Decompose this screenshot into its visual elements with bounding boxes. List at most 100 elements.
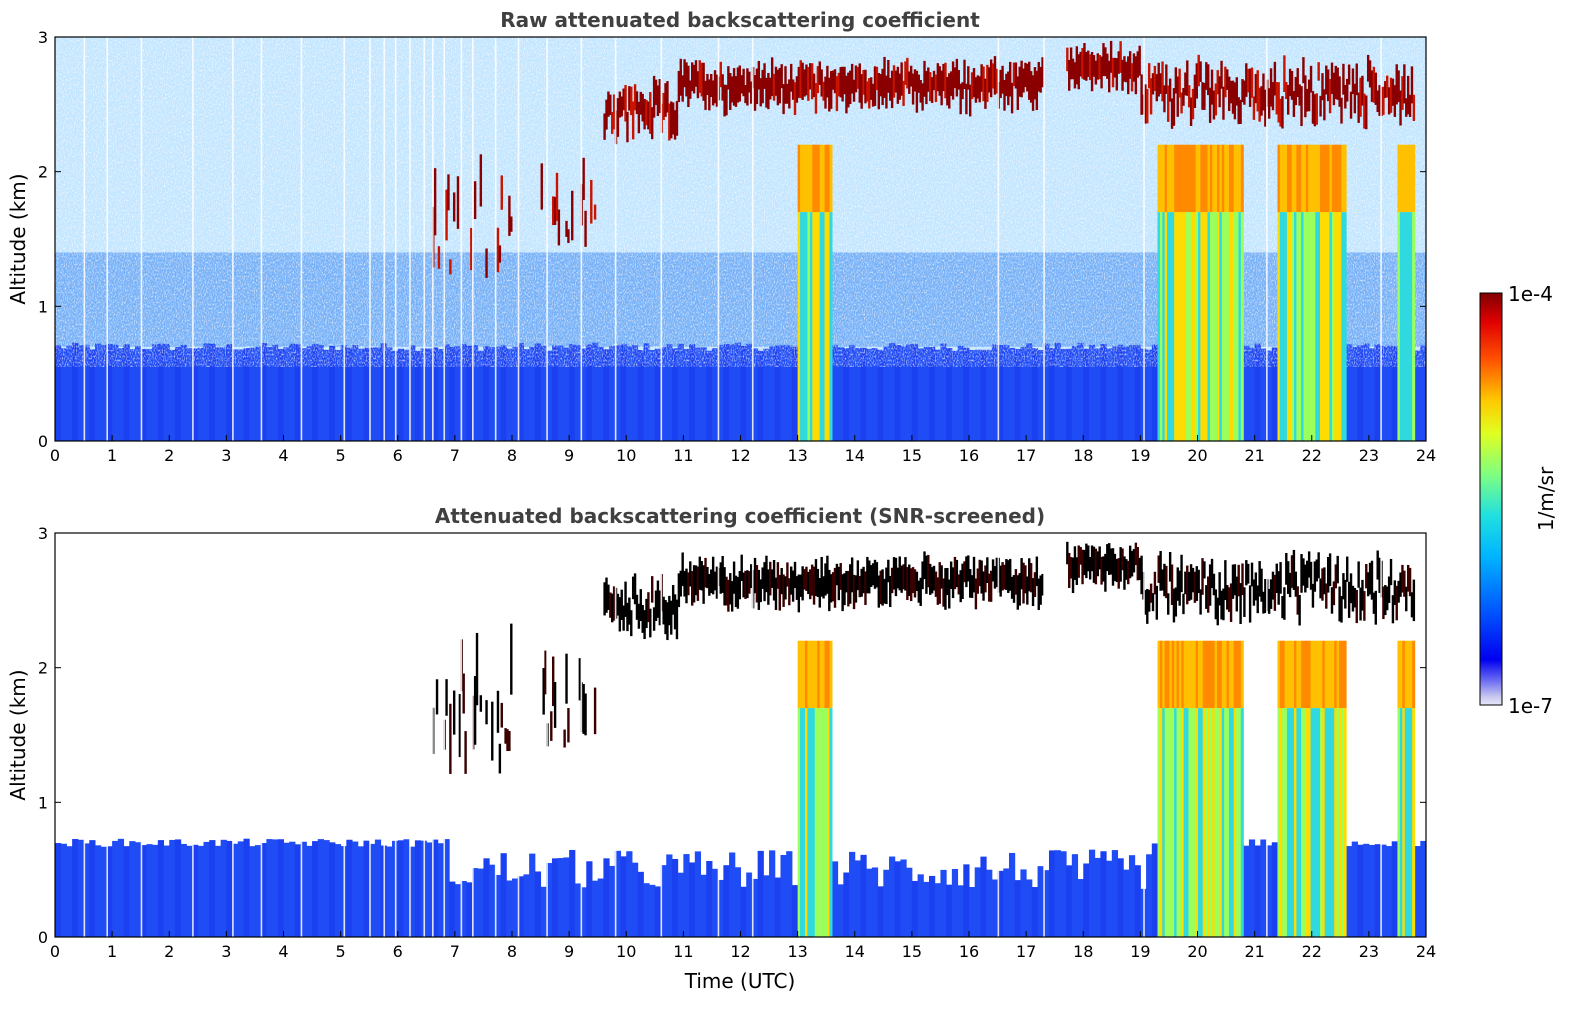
precip-cell (800, 640, 804, 709)
cloud-cell (1153, 571, 1157, 595)
boundary-layer-cell (980, 856, 987, 937)
precip-cell (1308, 144, 1312, 213)
cloud-cell (961, 82, 964, 100)
cloud-cell (1182, 88, 1185, 106)
boundary-layer-cell (1351, 841, 1358, 937)
precip-cell (1233, 144, 1237, 213)
boundary-layer-cell (563, 347, 570, 441)
boundary-layer-cell (889, 342, 896, 441)
precip-cell (1397, 144, 1401, 213)
cloud-cell (1384, 585, 1387, 616)
boundary-layer-cell (129, 841, 136, 937)
cloud-cell (1298, 594, 1301, 626)
cloud-cell (1090, 545, 1094, 572)
cloud-cell (877, 575, 881, 608)
precip-cell (1402, 640, 1406, 709)
cloud-cell (1376, 90, 1379, 113)
boundary-layer-cell (831, 861, 839, 937)
cloud-cell (1174, 587, 1178, 617)
cloud-cell (1094, 548, 1098, 585)
cloud-cell (1235, 77, 1238, 106)
precip-cell (1197, 640, 1201, 709)
precip-cell (1169, 640, 1173, 709)
cloud-cell (736, 67, 740, 103)
cloud-cell (1241, 563, 1244, 596)
cloud-cell (456, 176, 460, 229)
boundary-layer-cell (506, 880, 513, 937)
precip-cell (1221, 640, 1225, 709)
cloud-cell (1138, 45, 1141, 76)
boundary-layer-cell (363, 840, 370, 937)
precip-cell (1402, 212, 1406, 441)
cloud-cell (582, 684, 585, 734)
boundary-layer-cell (437, 843, 444, 937)
cloud-cell (1306, 560, 1309, 588)
boundary-layer-cell (849, 345, 856, 441)
cloud-cell (795, 576, 799, 600)
boundary-layer-cell (586, 344, 593, 441)
cloud-cell (995, 557, 999, 588)
gap-stripe (232, 37, 234, 441)
cloud-cell (1033, 67, 1037, 100)
cloud-cell (1207, 64, 1210, 96)
precip-cell (1188, 708, 1192, 937)
x-tick-label: 24 (1416, 942, 1436, 961)
x-tick-label: 23 (1359, 942, 1379, 961)
boundary-layer-cell (906, 344, 913, 441)
cloud-cell (721, 74, 724, 101)
cloud-cell (1311, 583, 1315, 608)
cloud-cell (788, 79, 791, 109)
cloud-cell (1336, 555, 1339, 584)
cloud-cell (1083, 43, 1086, 80)
cloud-cell (753, 75, 757, 111)
cloud-cell (1279, 562, 1282, 594)
x-tick-label: 5 (336, 942, 346, 961)
cloud-cell (1317, 62, 1320, 81)
precip-cell (1404, 640, 1408, 709)
boundary-layer-cell (209, 840, 216, 937)
cloud-cell (744, 84, 747, 104)
cloud-cell (715, 566, 719, 599)
boundary-layer-cell (472, 868, 479, 937)
cloud-cell (784, 576, 787, 600)
precip-cell (1327, 640, 1331, 709)
boundary-layer-cell (774, 345, 781, 441)
boundary-layer-cell (1031, 887, 1039, 937)
boundary-layer-cell (637, 350, 644, 441)
cloud-cell (757, 60, 761, 90)
precip-cell (1409, 144, 1413, 213)
boundary-layer-cell (649, 350, 656, 441)
boundary-layer-cell (489, 864, 496, 937)
precip-cell (1320, 708, 1323, 937)
precip-cell (1320, 212, 1323, 441)
cloud-cell (683, 59, 686, 88)
gap-stripe (717, 37, 720, 441)
boundary-layer-cell (1380, 345, 1387, 441)
precip-cell (1200, 640, 1204, 709)
chart-title: Raw attenuated backscattering coefficien… (500, 8, 980, 32)
cloud-cell (1102, 556, 1105, 582)
cloud-cell (1326, 69, 1330, 102)
boundary-layer-cell (1386, 345, 1393, 441)
boundary-layer-cell (72, 342, 79, 441)
cloud-cell (1184, 571, 1187, 595)
boundary-layer-cell (77, 839, 85, 937)
cloud-cell (1245, 560, 1248, 586)
cloud-cell (772, 559, 776, 601)
cloud-cell (845, 570, 848, 593)
cloud-cell (1393, 580, 1397, 605)
colorbar-max-label: 1e-4 (1508, 282, 1553, 306)
cloud-cell (1208, 564, 1212, 606)
precip-cell (1169, 144, 1173, 213)
cloud-cell (936, 63, 940, 92)
precip-cell (1190, 708, 1194, 937)
precip-cell (1219, 640, 1223, 709)
boundary-layer-cell (1100, 344, 1107, 441)
boundary-layer-cell (660, 347, 667, 441)
precip-cell (1329, 640, 1333, 709)
precip-cell (1404, 212, 1408, 441)
boundary-layer-cell (483, 858, 490, 937)
cloud-cell (611, 593, 614, 623)
boundary-layer-cell (1037, 866, 1044, 937)
